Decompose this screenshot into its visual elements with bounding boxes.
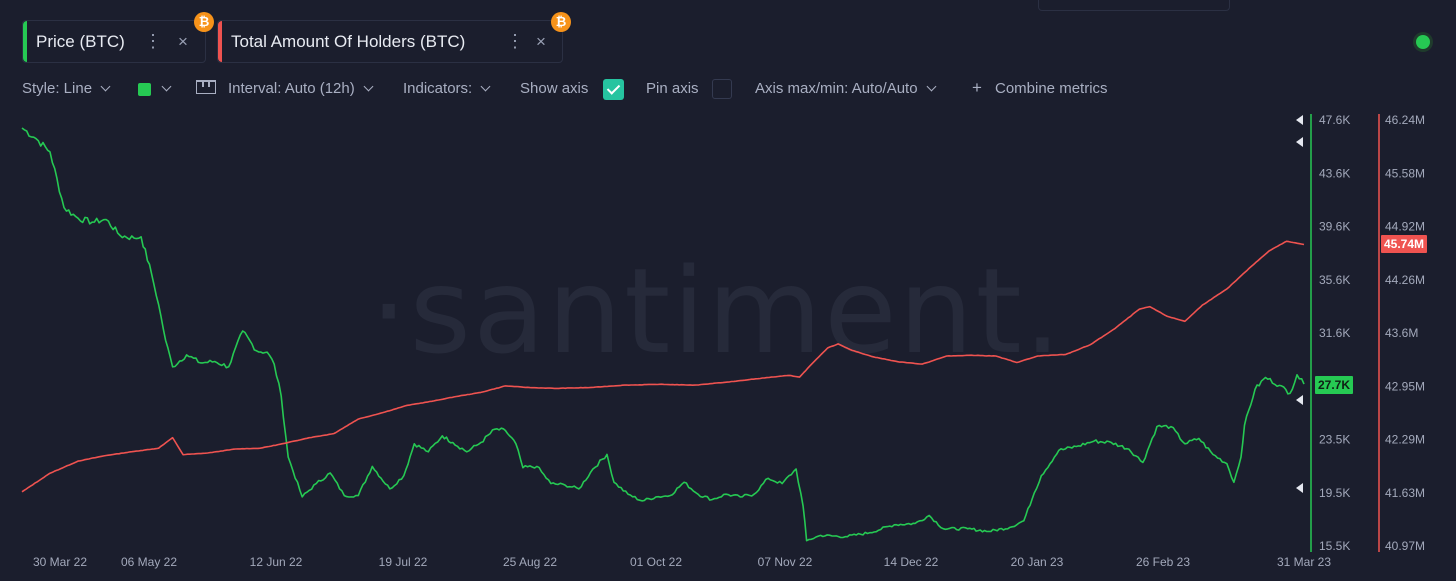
show-axis-checkbox[interactable] [603,79,624,100]
ruler-icon [196,80,216,94]
axis-marker-icon [1296,115,1303,125]
x-tick-label: 31 Mar 23 [1277,555,1331,569]
pin-axis-checkbox[interactable] [712,79,732,99]
price-tick-label: 23.5K [1319,433,1350,447]
price-tick-label: 19.5K [1319,486,1350,500]
x-tick-label: 26 Feb 23 [1136,555,1190,569]
top-panel-edge [1038,0,1230,11]
axis-marker-icon [1296,137,1303,147]
price-tick-label: 47.6K [1319,113,1350,127]
holders-tick-label: 41.63M [1385,486,1425,500]
x-tick-label: 25 Aug 22 [503,555,557,569]
metric-label: Price (BTC) [36,31,125,51]
metric-color-bar [218,21,222,62]
price-axis: 47.6K43.6K39.6K35.6K31.6K27.5K23.5K19.5K… [1296,113,1350,553]
x-tick-label: 12 Jun 22 [250,555,303,569]
plus-icon: + [972,78,982,97]
price-tick-label: 31.6K [1319,326,1350,340]
more-options-icon[interactable]: ⋮ [144,31,162,51]
axis-maxmin-label: Axis max/min: Auto/Auto [755,80,918,97]
price-tick-label: 35.6K [1319,273,1350,287]
price-tick-label: 43.6K [1319,166,1350,180]
indicators-dropdown[interactable]: Indicators: [403,80,491,97]
holders-tick-label: 44.92M [1385,220,1425,234]
holders-tick-label: 45.58M [1385,166,1425,180]
show-axis-label: Show axis [520,80,589,97]
x-tick-label: 20 Jan 23 [1011,555,1064,569]
x-tick-label: 06 May 22 [121,555,177,569]
live-status-dot [1416,35,1430,49]
holders-series-line [21,240,1305,493]
metric-chip-holders[interactable]: Total Amount Of Holders (BTC) ⋮ × [217,20,563,63]
style-dropdown[interactable]: Style: Line [22,80,111,97]
x-axis: 30 Mar 22 06 May 22 12 Jun 22 19 Jul 22 25 A… [33,555,1331,569]
close-icon[interactable]: × [536,31,546,51]
metric-color-bar [23,21,27,62]
holders-axis: 46.24M 45.58M 44.92M 44.26M 43.6M 42.95M 42.29… [1378,113,1425,553]
metric-chip-price[interactable]: Price (BTC) ⋮ × [22,20,206,63]
combine-metrics-button[interactable]: Combine metrics [995,80,1108,97]
holders-tick-label: 46.24M [1385,113,1425,127]
metric-label: Total Amount Of Holders (BTC) [231,31,466,51]
holders-tick-label: 42.29M [1385,433,1425,447]
holders-tick-label: 42.95M [1385,379,1425,393]
bitcoin-icon: ₿ [551,12,571,32]
more-options-icon[interactable]: ⋮ [506,31,524,51]
style-label: Style: Line [22,80,93,97]
x-tick-label: 01 Oct 22 [630,555,682,569]
bitcoin-icon: ₿ [194,12,214,32]
color-swatch[interactable] [138,83,151,96]
indicators-label: Indicators: [403,80,473,97]
pin-axis-label: Pin axis [646,80,699,97]
price-series-line [21,127,1305,542]
price-tick-label: 15.5K [1319,539,1350,553]
axis-marker-icon [1296,483,1303,493]
interval-dropdown[interactable]: Interval: Auto (12h) [228,80,374,97]
x-tick-label: 30 Mar 22 [33,555,87,569]
holders-tick-label: 43.6M [1385,326,1418,340]
holders-tick-label: 44.26M [1385,273,1425,287]
series-layer [21,127,1305,542]
axis-maxmin-dropdown[interactable]: Axis max/min: Auto/Auto [755,80,937,97]
holders-tick-label: 40.97M [1385,539,1425,553]
x-tick-label: 07 Nov 22 [758,555,813,569]
price-tick-label: 39.6K [1319,220,1350,234]
interval-label: Interval: Auto (12h) [228,80,355,97]
axis-marker-icon [1296,395,1303,405]
holders-last-value-label: 45.74M [1381,235,1428,254]
close-icon[interactable]: × [178,31,188,51]
price-last-value-label: 27.7K [1315,376,1354,395]
x-tick-label: 14 Dec 22 [884,555,939,569]
x-tick-label: 19 Jul 22 [379,555,428,569]
